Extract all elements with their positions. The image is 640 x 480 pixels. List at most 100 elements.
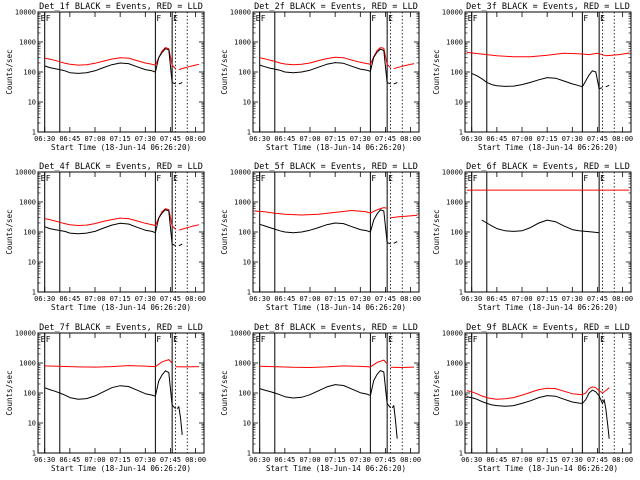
flag-label: F xyxy=(156,174,161,183)
y-tick-label: 1 xyxy=(32,129,36,137)
x-tick-label: 07:15 xyxy=(537,456,558,464)
flag-label: E xyxy=(173,14,178,23)
x-tick-label: 06:30 xyxy=(461,456,482,464)
chart-title: Det_5f BLACK = Events, RED = LLD xyxy=(254,162,418,172)
y-tick-label: 100 xyxy=(450,229,463,237)
x-tick-label: 07:45 xyxy=(160,456,181,464)
flag-label: F xyxy=(473,174,478,183)
y-tick-label: 10 xyxy=(28,420,36,428)
y-tick-label: 1 xyxy=(247,450,251,458)
chart-panel: Det_9f BLACK = Events, RED = LLD 1 10 100 10… xyxy=(432,323,633,473)
x-tick-label: 08:00 xyxy=(185,456,206,464)
x-tick-label: 06:30 xyxy=(34,456,55,464)
flag-label: F xyxy=(371,174,376,183)
flag-label: F xyxy=(156,14,161,23)
x-tick-label: 07:30 xyxy=(350,135,371,143)
plot-frame xyxy=(464,11,632,133)
x-axis-label: Start Time (18-Jun-14 06:26:20) xyxy=(266,143,406,152)
flag-label: E xyxy=(388,335,393,344)
flag-label: F xyxy=(261,174,266,183)
x-tick-label: 06:45 xyxy=(274,295,295,303)
x-tick-label: 07:15 xyxy=(537,295,558,303)
y-tick-label: 10 xyxy=(455,259,463,267)
flag-label: E xyxy=(256,335,261,344)
lld-series-line xyxy=(393,63,415,70)
y-axis-label: Counts/sec xyxy=(220,209,229,254)
events-series-line xyxy=(259,209,391,245)
y-tick-label: 10 xyxy=(455,99,463,107)
y-tick-label: 1 xyxy=(459,289,463,297)
x-tick-label: 06:45 xyxy=(486,135,507,143)
chart-panel: Det_2f BLACK = Events, RED = LLD 1 10 100 10… xyxy=(220,2,421,152)
flag-label: F xyxy=(261,335,266,344)
x-tick-label: 07:30 xyxy=(350,456,371,464)
flag-label: E xyxy=(388,174,393,183)
chart-panel: Det_7f BLACK = Events, RED = LLD 1 10 100 10… xyxy=(5,323,206,473)
flag-label: E xyxy=(256,174,261,183)
events-series-line xyxy=(393,81,398,85)
events-series-line xyxy=(178,81,183,85)
flag-label: F xyxy=(261,14,266,23)
lld-series-line xyxy=(254,207,388,216)
chart-title: Det_1f BLACK = Events, RED = LLD xyxy=(39,2,203,12)
x-tick-label: 08:00 xyxy=(612,135,633,143)
y-axis-label: Counts/sec xyxy=(5,49,14,94)
y-tick-label: 1 xyxy=(32,289,36,297)
y-tick-label: 10 xyxy=(28,99,36,107)
x-axis-label: Start Time (18-Jun-14 06:26:20) xyxy=(51,464,191,473)
events-series-line xyxy=(44,209,176,247)
x-tick-label: 06:30 xyxy=(34,295,55,303)
x-tick-label: 08:00 xyxy=(400,295,421,303)
x-tick-label: 07:15 xyxy=(325,135,346,143)
events-series-line xyxy=(391,405,398,439)
y-axis-label: Counts/sec xyxy=(5,370,14,415)
x-tick-label: 07:30 xyxy=(350,295,371,303)
lld-series-line xyxy=(466,51,630,58)
y-tick-label: 10000 xyxy=(15,169,36,177)
x-tick-label: 07:30 xyxy=(562,295,583,303)
y-tick-label: 10000 xyxy=(230,169,251,177)
events-series-line xyxy=(176,406,183,435)
y-tick-label: 1000 xyxy=(234,199,251,207)
chart-panel: Det_5f BLACK = Events, RED = LLD 1 10 100 10… xyxy=(220,162,421,312)
flag-label: E xyxy=(173,174,178,183)
y-tick-label: 100 xyxy=(238,69,251,77)
y-axis-label: Counts/sec xyxy=(432,49,441,94)
events-series-line xyxy=(393,241,398,244)
y-tick-label: 1000 xyxy=(446,39,463,47)
x-tick-label: 06:30 xyxy=(249,135,270,143)
y-tick-label: 1 xyxy=(247,289,251,297)
y-tick-label: 10000 xyxy=(442,9,463,17)
flag-label: F xyxy=(583,14,588,23)
flag-label: E xyxy=(600,174,605,183)
x-tick-label: 08:00 xyxy=(185,295,206,303)
y-tick-label: 100 xyxy=(23,69,36,77)
x-tick-label: 06:30 xyxy=(461,295,482,303)
events-series-line xyxy=(466,389,610,439)
x-tick-label: 07:00 xyxy=(511,295,532,303)
x-tick-label: 06:30 xyxy=(34,135,55,143)
flag-label: F xyxy=(583,174,588,183)
x-tick-label: 07:30 xyxy=(135,456,156,464)
y-tick-label: 10000 xyxy=(442,169,463,177)
events-series-line xyxy=(44,370,176,410)
flag-label: E xyxy=(41,335,46,344)
y-tick-label: 100 xyxy=(450,69,463,77)
x-tick-label: 07:15 xyxy=(325,456,346,464)
x-axis-label: Start Time (18-Jun-14 06:26:20) xyxy=(266,303,406,312)
x-tick-label: 07:45 xyxy=(587,456,608,464)
plot-frame xyxy=(252,171,420,293)
x-tick-label: 07:45 xyxy=(160,295,181,303)
x-axis-label: Start Time (18-Jun-14 06:26:20) xyxy=(266,464,406,473)
chart-panel: Det_8f BLACK = Events, RED = LLD 1 10 100 10… xyxy=(220,323,421,473)
lld-series-line xyxy=(390,214,418,219)
y-tick-label: 1 xyxy=(459,129,463,137)
flag-label: F xyxy=(473,14,478,23)
events-series-line xyxy=(471,70,603,90)
events-series-line xyxy=(481,219,600,234)
y-axis-label: Counts/sec xyxy=(432,370,441,415)
lld-series-line xyxy=(44,47,176,69)
lld-series-line xyxy=(44,359,173,368)
x-axis-label: Start Time (18-Jun-14 06:26:20) xyxy=(51,143,191,152)
chart-title: Det_6f BLACK = Events, RED = LLD xyxy=(466,162,630,172)
